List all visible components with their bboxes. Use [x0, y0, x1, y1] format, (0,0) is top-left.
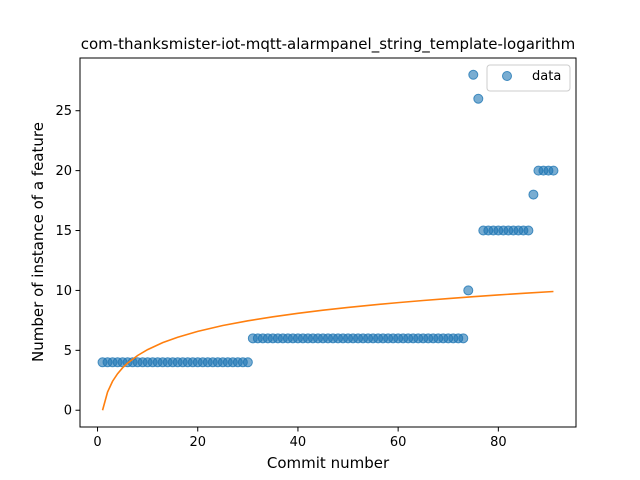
fit-line: [101, 290, 554, 411]
y-axis-ticks: 0 5 10 15 20 25: [55, 104, 80, 419]
y-tick-label-10: 10: [55, 284, 72, 299]
x-tick-label-20: 20: [189, 435, 206, 450]
data-point-30: [242, 357, 253, 368]
y-tick-label-15: 15: [55, 224, 72, 239]
legend: data: [486, 64, 571, 92]
y-tick-label-25: 25: [55, 104, 72, 119]
data-point-86: [523, 225, 534, 236]
y-tick-label-20: 20: [55, 164, 72, 179]
data-point-91: [548, 165, 559, 176]
chart-title: com-thanksmister-iot-mqtt-alarmpanel_str…: [81, 35, 576, 54]
plot-marks: [97, 69, 559, 411]
x-axis-ticks: 0 20 40 60 80: [93, 427, 507, 450]
data-point-87: [528, 189, 539, 200]
data-point-73: [458, 333, 469, 344]
x-axis-label: Commit number: [267, 454, 390, 472]
y-tick-label-0: 0: [64, 404, 72, 419]
data-point-74: [463, 285, 474, 296]
legend-label-data: data: [532, 69, 561, 84]
x-tick-label-0: 0: [93, 435, 101, 450]
data-point-76: [473, 93, 484, 104]
y-axis-label: Number of instance of a feature: [29, 122, 47, 362]
x-tick-label-80: 80: [490, 435, 507, 450]
legend-marker-data: [502, 71, 512, 81]
plot-frame: [79, 57, 577, 428]
x-tick-label-40: 40: [290, 435, 307, 450]
x-tick-label-60: 60: [390, 435, 407, 450]
y-tick-label-5: 5: [64, 344, 72, 359]
data-point-75: [468, 69, 479, 80]
